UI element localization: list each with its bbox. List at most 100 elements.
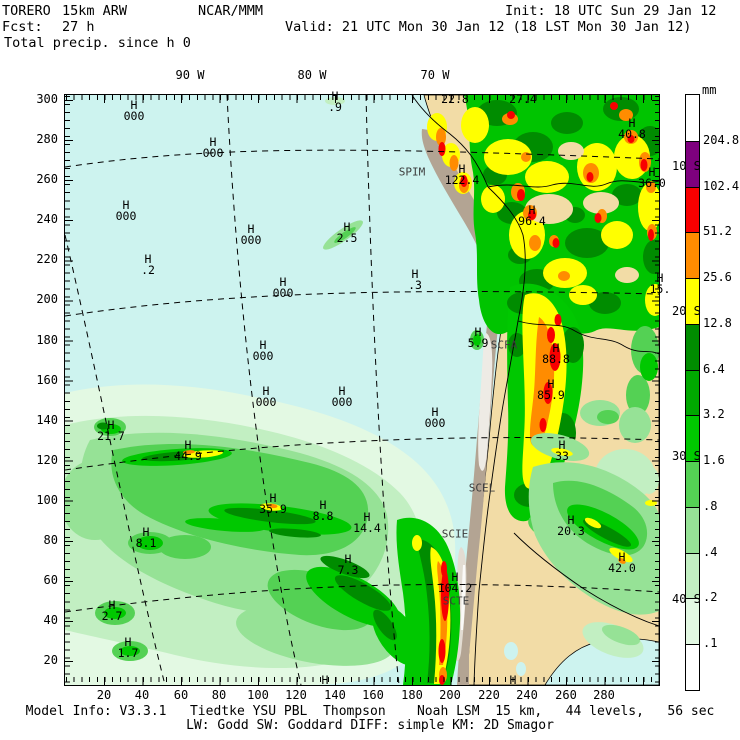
colorbar-label: 25.6 <box>703 270 732 285</box>
grid-y-label: 280 <box>36 132 58 146</box>
max-value: 000 <box>202 145 224 160</box>
max-glyph: H <box>338 383 346 398</box>
max-glyph: H <box>618 549 626 564</box>
precip-max-marker: H 85.9 <box>537 378 565 401</box>
grid-x-label: 160 <box>362 688 384 702</box>
precip-max-marker: H 2.7 <box>102 597 123 622</box>
lon-label: 70 W <box>420 68 450 82</box>
grid-x-label: 140 <box>324 688 346 702</box>
grid-x-label: 280 <box>593 688 615 702</box>
colorbar-segment <box>686 278 699 324</box>
grid-y-label: 240 <box>36 212 58 226</box>
precip-max-marker: H 7.3 <box>338 551 359 576</box>
max-value: 000 <box>115 208 137 223</box>
max-glyph: H <box>108 597 116 612</box>
grid-y-label: 80 <box>43 533 58 547</box>
precip-max-marker: H 88.8 <box>542 340 570 365</box>
max-glyph: H <box>209 134 217 149</box>
grid-y-label: 160 <box>36 373 58 387</box>
colorbar-segment <box>686 95 699 141</box>
precip-max-marker: H 104.2 <box>438 571 473 594</box>
max-value: 33 <box>555 448 569 463</box>
max-value: 2.5 <box>336 230 358 245</box>
max-value: 36.0 <box>638 175 666 190</box>
grid-x-label: 40 <box>134 688 150 702</box>
lat-label: 40 S <box>672 592 701 606</box>
precip-max-marker: H 42.0 <box>608 549 636 575</box>
grid-y-label: 40 <box>43 613 58 627</box>
grid-y-label: 100 <box>36 493 58 507</box>
max-glyph: H <box>656 270 664 285</box>
max-value: 8.1 <box>135 535 157 550</box>
max-value: 000 <box>424 415 446 430</box>
colorbar-segment <box>686 186 699 233</box>
precip-max-marker: H 000 <box>272 274 294 300</box>
max-value: 40.8 <box>618 126 646 141</box>
station-label: SCFA <box>490 338 518 352</box>
colorbar-unit: mm <box>702 83 717 97</box>
grid-y-label: 60 <box>43 573 58 587</box>
lat-label: 30 S <box>672 449 701 463</box>
max-value: 122.4 <box>444 172 480 187</box>
precip-max-marker: H .3 <box>408 266 422 292</box>
max-value: 22.8 <box>441 91 469 106</box>
grid-x-label: 260 <box>555 688 577 702</box>
colorbar-segment <box>686 506 699 553</box>
max-glyph: H <box>344 551 352 566</box>
grid-x-label: 120 <box>285 688 307 702</box>
max-glyph: H <box>363 509 371 524</box>
colorbar-segment <box>686 415 699 462</box>
max-glyph: H <box>279 274 287 289</box>
grid-y-label: 300 <box>36 92 58 106</box>
max-glyph: H <box>259 337 267 352</box>
model-resolution: 15km ARW <box>62 3 128 19</box>
precip-max-marker: H .2 <box>141 251 155 276</box>
grid-x-label: 240 <box>516 688 538 702</box>
max-value: 000 <box>240 232 262 247</box>
grid-x-label: 80 <box>211 688 227 702</box>
valid-time: Valid: 21 UTC Mon 30 Jan 12 (18 LST Mon … <box>285 19 692 35</box>
max-value: 000 <box>272 285 294 300</box>
max-glyph: H <box>411 266 419 281</box>
grid-y-label: 260 <box>36 172 58 186</box>
field-title: Total precip. since h 0 <box>4 35 191 51</box>
precip-max-marker: 22.8 <box>441 91 469 106</box>
precip-max-marker: H 000 <box>124 99 145 122</box>
precip-max-marker: 27.4 <box>509 91 537 106</box>
max-glyph: H <box>142 524 150 539</box>
precip-max-marker: H 2.5 <box>336 221 358 245</box>
colorbar-label: 12.8 <box>703 315 732 330</box>
precip-max-marker: H 15. <box>650 270 671 295</box>
max-value: 14.4 <box>353 520 381 535</box>
max-value: .3 <box>408 277 422 292</box>
max-glyph: H <box>552 340 560 355</box>
grid-x-label: 100 <box>247 688 269 702</box>
colorbar-label: 6.4 <box>703 361 725 376</box>
max-glyph: H <box>321 672 329 687</box>
max-value: 000 <box>255 394 277 409</box>
precip-max-marker: H 14.4 <box>353 509 381 535</box>
lon-label: 80 W <box>297 68 327 82</box>
colorbar-label: 3.2 <box>703 407 725 422</box>
precip-max-marker: H 000 <box>240 223 262 247</box>
precip-max-marker: H 35.9 <box>259 490 287 516</box>
max-glyph: H <box>269 490 277 505</box>
grid-x-label: 220 <box>478 688 500 702</box>
max-glyph: H <box>144 251 152 266</box>
precip-max-marker: H 20.3 <box>557 514 585 537</box>
max-value: 21.7 <box>97 428 125 443</box>
colorbar-label: .8 <box>703 498 718 513</box>
colorbar-label: .1 <box>703 636 718 651</box>
colorbar-segment <box>686 323 699 370</box>
model-name: TORERO <box>2 3 51 19</box>
max-value: 8.8 <box>312 508 334 523</box>
max-value: 35.9 <box>259 501 287 516</box>
max-value: 1.7 <box>117 645 139 660</box>
grid-y-label: 200 <box>36 292 58 306</box>
precip-max-marker: H 8.1 <box>135 524 157 550</box>
max-value: 42.0 <box>608 560 636 575</box>
grid-y-label: 120 <box>36 453 58 467</box>
max-value: 000 <box>331 394 353 409</box>
colorbar-label: 51.2 <box>703 224 732 239</box>
max-value: 27.4 <box>509 91 537 106</box>
